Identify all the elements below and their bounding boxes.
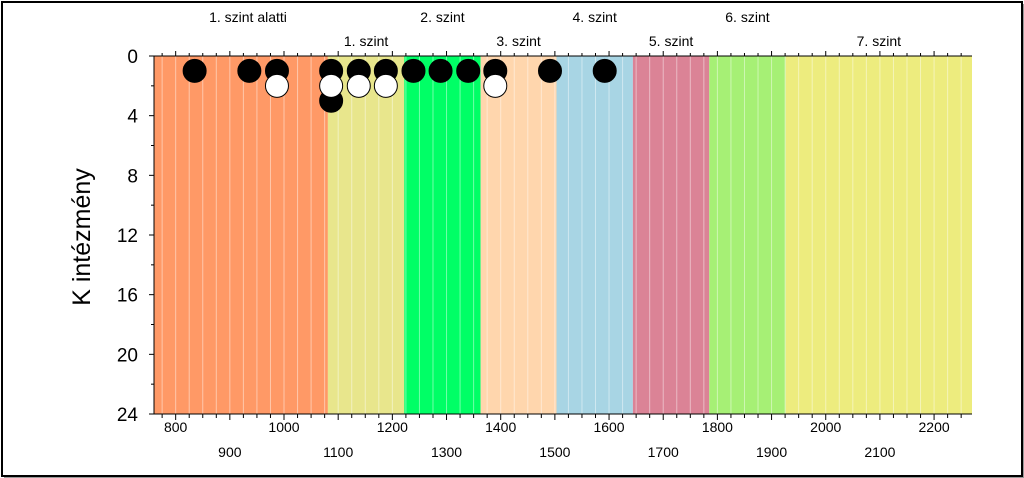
data-point-black — [537, 58, 562, 83]
x-tick-label: 800 — [164, 419, 188, 435]
x-tick-label: 1100 — [323, 444, 353, 460]
level-band-6 — [632, 56, 710, 414]
data-point-black — [182, 58, 207, 83]
data-point-black — [237, 58, 262, 83]
x-tick-label: 900 — [218, 444, 242, 460]
x-tick-label: 1000 — [268, 419, 299, 435]
level-label-3: 2. szint — [420, 9, 464, 25]
x-tick-label: 1400 — [485, 419, 516, 435]
y-tick-label: 16 — [117, 286, 138, 307]
y-tick-label: 24 — [117, 405, 139, 426]
level-label-1: 1. szint alatti — [209, 9, 287, 25]
x-tick-label: 2100 — [864, 444, 895, 460]
data-point-white — [373, 73, 398, 98]
x-tick-label: 2200 — [919, 419, 950, 435]
y-axis-label: K intézmény — [68, 168, 96, 306]
y-tick-label: 0 — [127, 47, 138, 68]
data-point-white — [264, 73, 289, 98]
level-band-4 — [480, 56, 557, 414]
level-label-2: 1. szint — [344, 33, 388, 49]
x-tick-label: 1500 — [539, 444, 570, 460]
level-label-7: 6. szint — [725, 9, 769, 25]
level-label-5: 4. szint — [573, 9, 617, 25]
level-band-5 — [556, 56, 633, 414]
level-label-4: 3. szint — [496, 33, 540, 49]
x-tick-label: 2000 — [810, 419, 841, 435]
level-band-7 — [709, 56, 786, 414]
data-point-black — [428, 58, 453, 83]
x-tick-label: 1600 — [593, 419, 624, 435]
data-point-white — [319, 73, 344, 98]
x-tick-label: 1200 — [377, 419, 408, 435]
data-point-black — [592, 58, 617, 83]
level-band-8 — [785, 56, 972, 414]
data-point-black — [456, 58, 481, 83]
data-point-white — [483, 73, 508, 98]
x-tick-label: 1700 — [648, 444, 679, 460]
x-tick-label: 1300 — [431, 444, 462, 460]
y-tick-label: 4 — [127, 107, 138, 128]
x-tick-label: 1800 — [702, 419, 733, 435]
data-point-white — [346, 73, 371, 98]
y-tick-label: 20 — [117, 345, 138, 366]
data-point-black — [401, 58, 426, 83]
y-tick-label: 8 — [127, 166, 138, 187]
level-band-3 — [404, 56, 481, 414]
level-band-1 — [154, 56, 328, 414]
level-band-2 — [327, 56, 405, 414]
x-tick-label: 1900 — [756, 444, 787, 460]
level-label-6: 5. szint — [649, 33, 693, 49]
level-label-8: 7. szint — [857, 33, 901, 49]
y-tick-label: 12 — [117, 226, 138, 247]
